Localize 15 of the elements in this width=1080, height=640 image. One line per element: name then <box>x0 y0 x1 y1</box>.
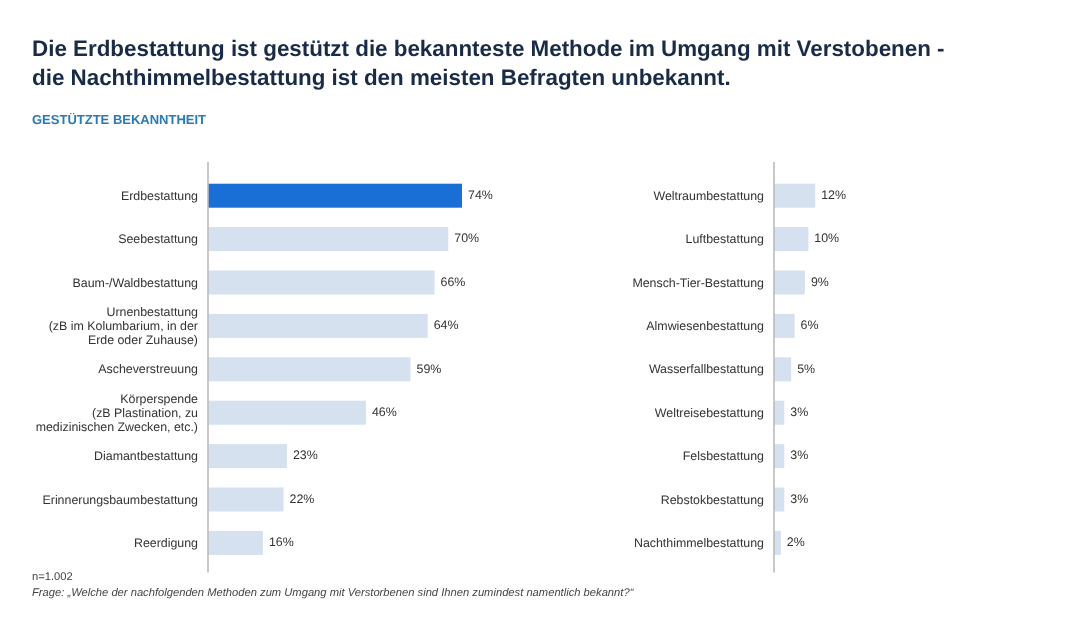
bar <box>208 313 428 338</box>
bar <box>208 444 287 469</box>
bar <box>774 183 816 208</box>
bar <box>208 400 366 425</box>
bar <box>208 183 462 208</box>
bar <box>208 530 263 555</box>
bar <box>208 227 449 252</box>
bar <box>774 227 809 252</box>
bar <box>208 487 284 512</box>
bar <box>208 270 435 295</box>
bar <box>774 357 792 382</box>
bar <box>774 270 805 295</box>
bar <box>774 313 795 338</box>
chart-title: Die Erdbestattung ist gestützt die bekannteste Methode im Umgang mit Verstobenen - die Nachthimmelbestattung ist den meisten Befragten unbekannt. <box>32 38 946 91</box>
bar <box>208 357 411 382</box>
